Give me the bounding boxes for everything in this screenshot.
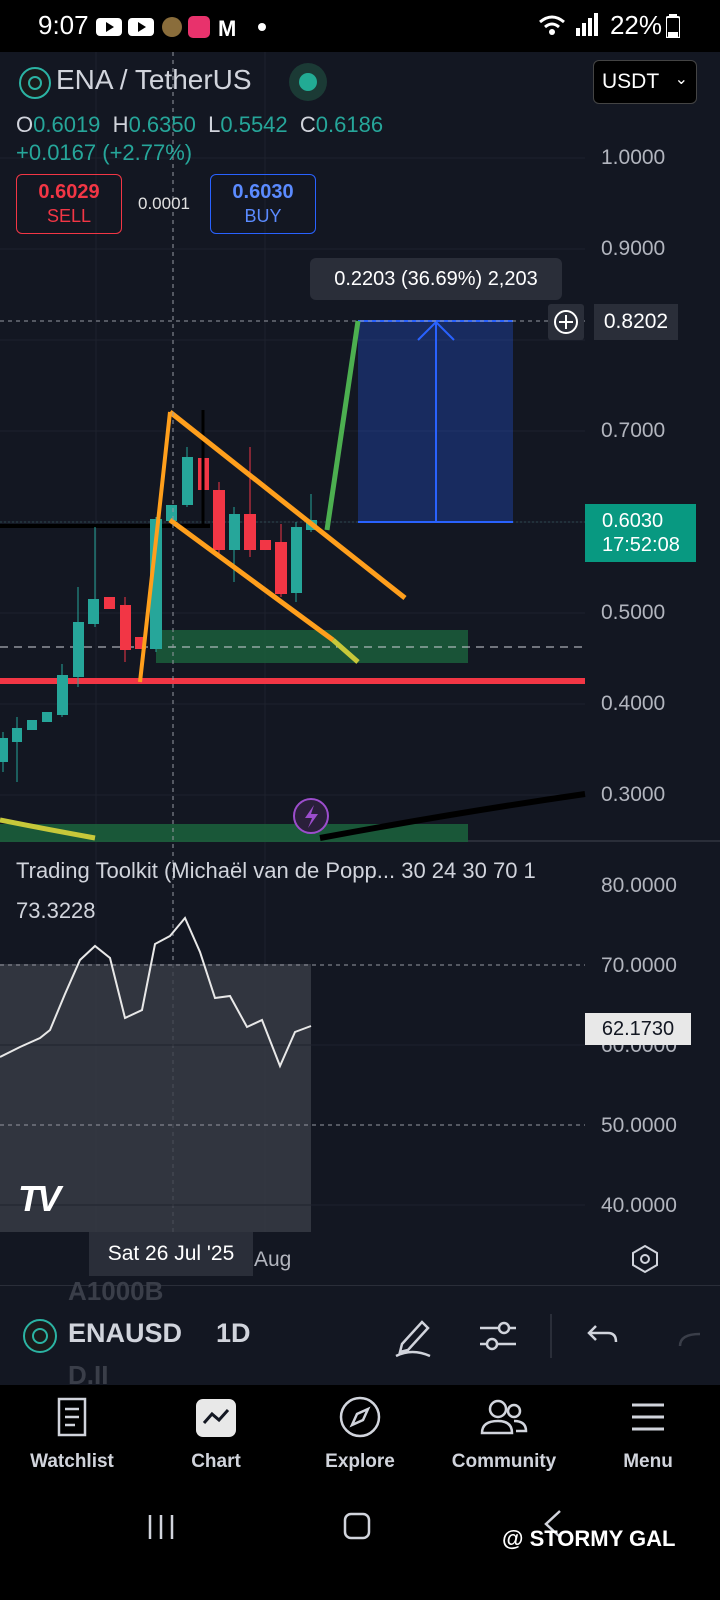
currency-select[interactable]: USDT ⌄ (593, 60, 697, 104)
price-axis-label: 0.7000 (601, 419, 666, 442)
buy-label: BUY (244, 206, 282, 226)
pencil-icon[interactable] (394, 1314, 434, 1358)
chart-app[interactable]: ENA / TetherUS USDT ⌄ O0.6019 H0.6350 L0… (0, 52, 720, 1385)
ohlc-row: O0.6019 H0.6350 L0.5542 C0.6186 (16, 112, 384, 137)
bottom-nav: Watchlist Chart Explore Community Menu (0, 1385, 720, 1493)
currency-value: USDT (602, 70, 660, 93)
settings-hex-icon[interactable] (630, 1244, 660, 1274)
measure-tooltip: 0.2203 (36.69%) 2,203 (310, 258, 562, 300)
recent-apps-icon[interactable] (146, 1511, 176, 1541)
indicator-current-tag: 62.1730 (585, 1013, 691, 1045)
indicator-title[interactable]: Trading Toolkit (Michaël van de Popp... … (16, 858, 536, 883)
price-axis-label: 0.9000 (601, 237, 666, 260)
sell-label: SELL (46, 206, 92, 226)
oscillator-line (0, 916, 312, 1069)
last-price-tag: 0.6030 17:52:08 (585, 504, 696, 562)
timeframe-selector[interactable]: 1D (216, 1318, 251, 1348)
undo-icon[interactable] (586, 1320, 620, 1350)
wedge-upper (168, 410, 407, 600)
buy-price: 0.6030 (232, 181, 294, 203)
menu-icon (632, 1403, 664, 1431)
back-icon[interactable] (542, 1509, 564, 1539)
system-nav-bar (0, 1493, 720, 1600)
svg-text:M: M (218, 16, 236, 40)
resistance-line (0, 678, 585, 684)
osc-axis-label: 70.0000 (601, 954, 677, 977)
nav-label: Menu (623, 1451, 673, 1472)
status-bar: 9:07 M 22% (0, 0, 720, 52)
nav-explore[interactable]: Explore (288, 1385, 432, 1493)
crosshair-date-label: Sat 26 Jul '25 (89, 1232, 253, 1276)
osc-axis-label: 50.0000 (601, 1114, 677, 1137)
price-axis-label: 0.5000 (601, 601, 666, 624)
redo-icon[interactable] (678, 1326, 702, 1350)
ghost-text: A1000B (68, 1276, 164, 1306)
price-change: +0.0167 (+2.77%) (16, 140, 193, 165)
crosshair-price-label: 0.8202 (594, 304, 678, 340)
nav-label: Community (451, 1451, 557, 1472)
tradingview-logo: TV (18, 1178, 61, 1219)
buy-button[interactable]: 0.6030 BUY (210, 174, 316, 234)
price-axis-label: 0.4000 (601, 692, 666, 715)
nav-label: Chart (191, 1451, 241, 1472)
indicators-icon[interactable] (478, 1318, 518, 1354)
last-price: 0.6030 (602, 510, 664, 532)
sell-price: 0.6029 (38, 181, 100, 203)
nav-community[interactable]: Community (432, 1385, 576, 1493)
oscillator-range (0, 964, 311, 1232)
osc-axis-label: 80.0000 (601, 874, 677, 897)
nav-watchlist[interactable]: Watchlist (0, 1385, 144, 1493)
watchlist-icon (57, 1397, 87, 1437)
watermark: @ STORMY GAL (502, 1526, 676, 1551)
nav-label: Watchlist (30, 1451, 114, 1472)
nav-chart[interactable]: Chart (144, 1385, 288, 1493)
indicator-value: 73.3228 (16, 898, 96, 923)
battery-percent: 22% (609, 10, 662, 40)
notification-icons: M (96, 16, 266, 40)
home-icon[interactable] (342, 1511, 372, 1541)
signal-icons (539, 13, 598, 36)
candle-countdown: 17:52:08 (602, 534, 680, 556)
clock: 9:07 (38, 10, 89, 40)
symbol-title[interactable]: ENA / TetherUS (56, 64, 252, 95)
projection-line (324, 320, 361, 531)
time-axis-label: Aug (254, 1248, 292, 1271)
price-axis-label: 0.3000 (601, 783, 666, 806)
chevron-down-icon: ⌄ (674, 71, 688, 88)
chart-canvas[interactable] (0, 52, 720, 1285)
add-alert-button[interactable] (548, 304, 584, 340)
price-axis-label: 1.0000 (601, 146, 666, 169)
divider (550, 1314, 552, 1358)
nav-menu[interactable]: Menu (576, 1385, 720, 1493)
market-status-icon[interactable] (288, 62, 328, 102)
coin-logo-icon (23, 1319, 57, 1353)
sell-button[interactable]: 0.6029 SELL (16, 174, 122, 234)
symbol-selector[interactable]: ENAUSD (68, 1318, 183, 1348)
community-icon (480, 1399, 528, 1435)
osc-axis-label: 40.0000 (601, 1194, 677, 1217)
compass-icon (339, 1396, 381, 1438)
coin-logo-icon (19, 67, 51, 99)
spread-value: 0.0001 (138, 194, 190, 213)
nav-label: Explore (325, 1451, 395, 1472)
plus-circle-icon (554, 310, 578, 334)
chart-icon (196, 1399, 236, 1437)
battery-icon (666, 14, 680, 38)
chart-toolbar: A1000B D.II ENAUSD 1D (0, 1276, 720, 1390)
